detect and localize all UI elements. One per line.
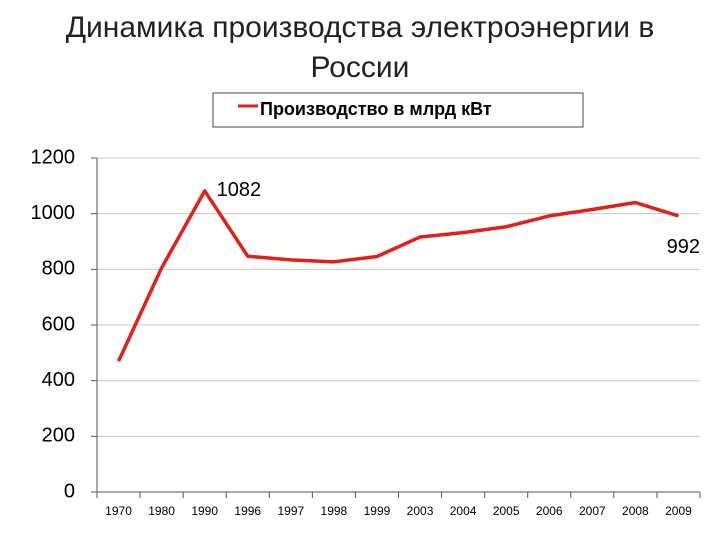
legend-box [212, 92, 584, 128]
y-tick-label: 1000 [31, 202, 76, 224]
y-tick-label: 200 [42, 425, 75, 447]
x-tick-label: 2006 [536, 504, 563, 518]
x-tick-label: 1990 [191, 504, 218, 518]
x-tick-label: 1980 [148, 504, 175, 518]
x-tick-label: 2003 [407, 504, 434, 518]
y-tick-label: 800 [42, 258, 75, 280]
x-tick-label: 1996 [234, 504, 261, 518]
x-tick-label: 2008 [622, 504, 649, 518]
y-tick-label: 1200 [31, 146, 76, 168]
x-tick-label: 1970 [105, 504, 132, 518]
x-tick-label: 2005 [493, 504, 520, 518]
y-tick-label: 600 [42, 313, 75, 335]
x-tick-label: 1999 [364, 504, 391, 518]
x-tick-label: 2009 [665, 504, 692, 518]
line [116, 189, 679, 362]
x-tick-label: 1997 [277, 504, 304, 518]
data-label: 992 [667, 236, 700, 258]
data-label: 1082 [217, 179, 262, 201]
y-tick-label: 400 [42, 369, 75, 391]
x-tick-label: 2007 [579, 504, 606, 518]
legend-label: Производство в млрд кВт [260, 99, 492, 119]
x-tick-label: 1998 [321, 504, 348, 518]
x-tick-label: 2004 [450, 504, 477, 518]
y-tick-label: 0 [64, 480, 75, 502]
chart-title: Динамика производства электроэнергии в Р… [65, 11, 655, 84]
